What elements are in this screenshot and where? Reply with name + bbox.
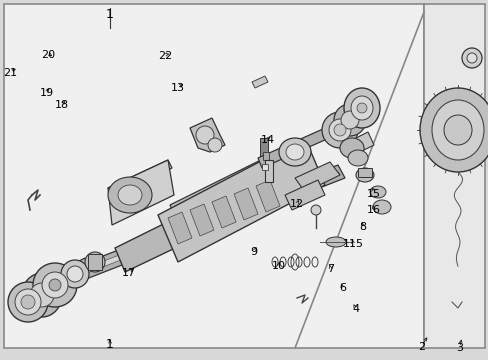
Text: 1: 1 xyxy=(106,8,114,21)
Ellipse shape xyxy=(461,48,481,68)
Polygon shape xyxy=(212,196,236,228)
Text: 2: 2 xyxy=(417,342,424,352)
Ellipse shape xyxy=(67,266,83,282)
Ellipse shape xyxy=(339,138,363,158)
Ellipse shape xyxy=(328,119,350,141)
Bar xyxy=(4,4,423,348)
Ellipse shape xyxy=(15,289,41,315)
Ellipse shape xyxy=(21,295,35,309)
Text: 13: 13 xyxy=(171,83,184,93)
Bar xyxy=(88,254,102,270)
Ellipse shape xyxy=(443,115,471,145)
Text: 17: 17 xyxy=(122,268,135,278)
Ellipse shape xyxy=(207,138,222,152)
Ellipse shape xyxy=(419,88,488,172)
Ellipse shape xyxy=(30,283,54,307)
Text: 22: 22 xyxy=(158,51,172,61)
Polygon shape xyxy=(115,192,238,272)
Text: 14: 14 xyxy=(260,135,274,145)
Ellipse shape xyxy=(372,200,390,214)
Ellipse shape xyxy=(61,260,89,288)
Text: 20: 20 xyxy=(41,50,55,60)
Bar xyxy=(264,160,272,182)
Text: 1: 1 xyxy=(106,338,114,351)
Ellipse shape xyxy=(350,96,372,120)
Text: 19: 19 xyxy=(40,88,53,98)
Text: 15: 15 xyxy=(366,189,380,199)
Ellipse shape xyxy=(466,53,476,63)
Ellipse shape xyxy=(108,177,152,213)
Ellipse shape xyxy=(196,126,214,144)
Polygon shape xyxy=(170,148,294,228)
Ellipse shape xyxy=(321,112,357,148)
Ellipse shape xyxy=(347,150,367,166)
Ellipse shape xyxy=(33,263,77,307)
Text: 9: 9 xyxy=(250,247,257,257)
Ellipse shape xyxy=(333,124,346,136)
Polygon shape xyxy=(258,108,373,168)
Ellipse shape xyxy=(325,237,346,247)
Text: 10: 10 xyxy=(271,261,285,271)
Bar xyxy=(262,164,267,170)
Ellipse shape xyxy=(49,279,61,291)
Text: 21: 21 xyxy=(3,68,17,78)
Ellipse shape xyxy=(310,205,320,215)
Text: 16: 16 xyxy=(366,204,380,215)
Text: 6: 6 xyxy=(338,283,345,293)
Ellipse shape xyxy=(356,103,366,113)
Polygon shape xyxy=(234,188,258,220)
Ellipse shape xyxy=(8,282,48,322)
Ellipse shape xyxy=(431,100,483,160)
Ellipse shape xyxy=(340,111,358,129)
Ellipse shape xyxy=(42,272,68,298)
Ellipse shape xyxy=(85,252,105,272)
Bar xyxy=(263,152,268,160)
Polygon shape xyxy=(108,160,172,198)
Ellipse shape xyxy=(343,88,379,128)
Text: 7: 7 xyxy=(326,264,333,274)
Polygon shape xyxy=(285,180,325,210)
Ellipse shape xyxy=(355,168,373,182)
Polygon shape xyxy=(168,212,192,244)
Ellipse shape xyxy=(285,144,304,160)
Polygon shape xyxy=(341,132,373,158)
Polygon shape xyxy=(294,162,339,192)
Polygon shape xyxy=(30,170,339,294)
Text: 18: 18 xyxy=(55,100,69,110)
Polygon shape xyxy=(251,76,267,88)
Polygon shape xyxy=(28,165,345,299)
Polygon shape xyxy=(190,118,224,152)
Polygon shape xyxy=(256,180,280,212)
Bar xyxy=(423,4,484,348)
Ellipse shape xyxy=(118,185,142,205)
Text: 3: 3 xyxy=(455,343,462,354)
Polygon shape xyxy=(190,204,214,236)
Bar xyxy=(260,138,267,156)
Polygon shape xyxy=(42,258,88,290)
Text: 115: 115 xyxy=(342,239,363,249)
Text: 4: 4 xyxy=(351,304,358,314)
Text: 8: 8 xyxy=(359,222,366,232)
Polygon shape xyxy=(108,160,174,225)
Ellipse shape xyxy=(369,186,385,198)
Ellipse shape xyxy=(279,138,310,166)
Bar xyxy=(357,168,371,177)
Polygon shape xyxy=(158,138,325,262)
Text: 12: 12 xyxy=(290,199,304,210)
Ellipse shape xyxy=(333,104,365,136)
Ellipse shape xyxy=(22,273,62,317)
